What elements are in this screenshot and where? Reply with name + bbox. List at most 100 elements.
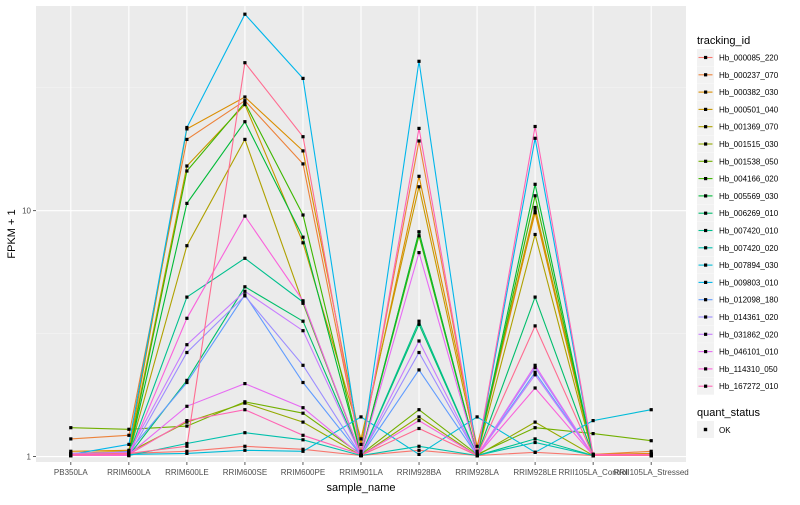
legend-label: Hb_000382_030: [719, 88, 779, 97]
data-point: [301, 420, 305, 424]
legend2-label: OK: [719, 426, 731, 435]
legend-key-point: [704, 142, 708, 146]
legend-label: Hb_046101_010: [719, 348, 779, 357]
data-point: [649, 449, 653, 453]
data-point: [533, 363, 537, 367]
legend-item: Hb_000382_030: [697, 83, 779, 101]
legend-quant-status: quant_status OK: [697, 407, 760, 438]
legend-item: Hb_006269_010: [697, 204, 779, 222]
data-point: [185, 419, 189, 423]
legend-item: Hb_007420_020: [697, 239, 779, 257]
data-point: [417, 415, 421, 419]
data-point: [185, 350, 189, 355]
x-tick-label: RRIM928LA: [455, 468, 499, 477]
legend-label: Hb_006269_010: [719, 209, 779, 218]
data-point: [185, 137, 189, 141]
data-point: [359, 437, 363, 441]
data-point: [185, 380, 189, 385]
data-point: [185, 424, 189, 428]
data-point: [533, 194, 537, 198]
legend-item: Hb_000085_220: [697, 49, 779, 66]
data-point: [127, 442, 131, 446]
data-point: [301, 135, 305, 139]
legend-items: Hb_000085_220 Hb_000237_070 Hb_000382_030 H…: [697, 49, 779, 395]
legend-key-point: [704, 315, 708, 319]
legend-label: Hb_001515_030: [719, 140, 779, 149]
data-point: [127, 427, 131, 431]
legend-label: Hb_009803_010: [719, 278, 779, 287]
data-point: [417, 350, 421, 355]
data-point: [301, 213, 305, 217]
data-point: [69, 452, 73, 456]
data-point: [69, 437, 73, 441]
x-axis-label: sample_name: [326, 482, 395, 494]
data-point: [243, 61, 247, 65]
data-point: [243, 408, 247, 412]
legend-key-point: [704, 211, 708, 215]
legend-key-point: [704, 159, 708, 163]
legend-key-point: [704, 107, 708, 111]
data-point: [243, 285, 247, 289]
legend-label: Hb_007420_020: [719, 244, 779, 253]
data-point: [301, 380, 305, 385]
data-point: [243, 12, 247, 16]
data-point: [533, 211, 537, 215]
data-point: [533, 373, 537, 377]
legend-item: Hb_000501_040: [697, 100, 779, 118]
data-point: [475, 449, 479, 453]
legend-item: Hb_001369_070: [697, 118, 779, 136]
legend-item: Hb_005569_030: [697, 187, 779, 205]
data-point: [243, 431, 247, 435]
legend-key-point: [704, 228, 708, 233]
data-point: [417, 185, 421, 189]
legend-label: Hb_005569_030: [719, 192, 779, 201]
data-point: [533, 232, 537, 237]
legend-key-point: [704, 246, 708, 250]
data-point: [185, 316, 189, 320]
legend2-key-point: [703, 427, 708, 432]
data-point: [475, 453, 479, 458]
data-point: [533, 295, 537, 299]
x-tick-label: RRIM600SE: [223, 468, 267, 477]
data-point: [127, 433, 131, 437]
data-point: [301, 449, 305, 453]
data-point: [417, 452, 421, 456]
data-point: [649, 439, 653, 443]
data-point: [185, 451, 189, 455]
data-point: [591, 453, 595, 458]
x-tick-label: RRIM600LE: [165, 468, 209, 477]
y-axis-label: FPKM + 1: [6, 209, 18, 258]
data-point: [533, 182, 537, 186]
data-point: [243, 101, 247, 105]
x-tick-label: RRIM600LA: [107, 468, 151, 477]
data-point: [243, 289, 247, 293]
data-point: [417, 419, 421, 423]
legend-label: Hb_167272_010: [719, 382, 779, 391]
data-point: [417, 408, 421, 412]
data-point: [417, 322, 421, 326]
data-point: [417, 174, 421, 178]
legend-key-point: [704, 194, 708, 198]
data-point: [301, 433, 305, 437]
data-point: [533, 386, 537, 390]
data-point: [417, 126, 421, 130]
data-point: [243, 256, 247, 260]
data-point: [417, 251, 421, 255]
legend-label: Hb_014361_020: [719, 313, 779, 322]
legend-label: Hb_001538_050: [719, 157, 779, 166]
y-tick-label: 10: [22, 207, 31, 216]
data-points: [69, 12, 653, 458]
data-point: [649, 408, 653, 412]
data-point: [69, 449, 73, 453]
data-point: [185, 125, 189, 130]
legend-label: Hb_114310_050: [719, 365, 778, 374]
data-point: [417, 230, 421, 234]
data-point: [185, 441, 189, 446]
data-point: [417, 426, 421, 431]
data-point: [417, 319, 421, 323]
data-point: [359, 453, 363, 458]
data-point: [417, 444, 421, 448]
data-point: [243, 382, 247, 386]
